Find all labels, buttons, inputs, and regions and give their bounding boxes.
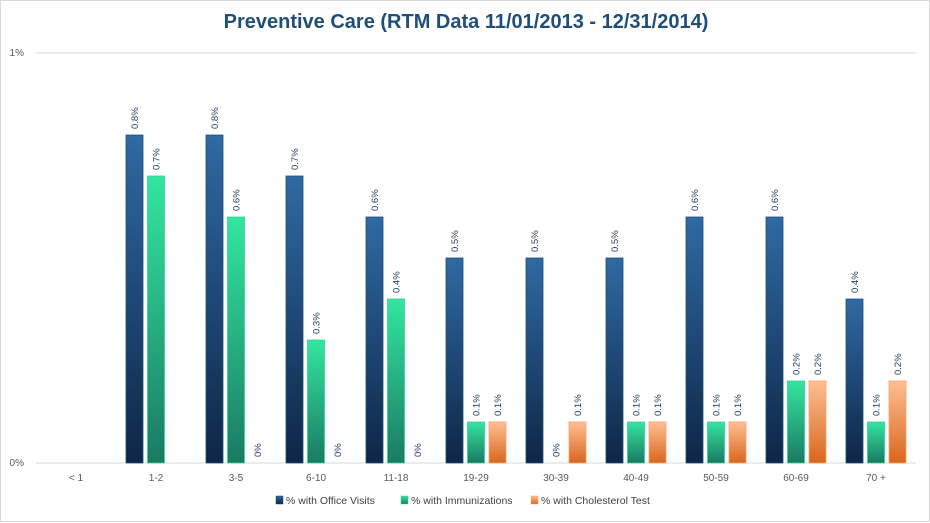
x-tick-label: 70 + [866, 473, 886, 484]
data-label: 0.8% [210, 107, 221, 129]
data-label: 0.1% [733, 394, 744, 416]
bar [285, 175, 304, 464]
bar [728, 421, 747, 464]
data-label: 0.1% [472, 394, 483, 416]
bar [888, 380, 907, 464]
legend-swatch [400, 495, 409, 505]
x-tick-label: 30-39 [543, 473, 569, 484]
data-label: 0.2% [893, 353, 904, 375]
data-label: 0% [333, 443, 344, 457]
data-label: 0.6% [690, 189, 701, 211]
data-label: 0.8% [130, 107, 141, 129]
chart-title: Preventive Care (RTM Data 11/01/2013 - 1… [223, 11, 709, 33]
bar [867, 421, 885, 464]
data-label: 0.5% [450, 230, 461, 252]
bar [787, 380, 805, 464]
x-tick-label: 3-5 [229, 473, 244, 484]
data-label: 0.4% [850, 271, 861, 293]
bar [707, 421, 725, 464]
data-label: 0.6% [770, 189, 781, 211]
x-tick-label: 60-69 [783, 473, 809, 484]
bar [467, 421, 485, 464]
data-label: 0.1% [872, 394, 883, 416]
bar [365, 216, 384, 464]
x-tick-label: 6-10 [306, 473, 326, 484]
data-label: 0.5% [530, 230, 541, 252]
x-tick-label: 19-29 [463, 473, 489, 484]
data-label: 0.5% [610, 230, 621, 252]
bar [525, 257, 544, 464]
data-label: 0.3% [312, 312, 323, 334]
bar [227, 216, 245, 464]
bar [648, 421, 667, 464]
legend-label: % with Immunizations [411, 495, 513, 507]
data-label: 0% [552, 443, 563, 457]
bar [808, 380, 827, 464]
bar [307, 339, 325, 464]
x-tick-label: 50-59 [703, 473, 729, 484]
x-tick-label: < 1 [69, 473, 84, 484]
bar [765, 216, 784, 464]
y-tick-label: 1% [10, 48, 25, 59]
data-label: 0.7% [152, 148, 163, 170]
data-label: 0.1% [493, 394, 504, 416]
y-tick-label: 0% [10, 458, 25, 469]
bar [488, 421, 507, 464]
bar [445, 257, 464, 464]
x-tick-label: 1-2 [149, 473, 164, 484]
legend-label: % with Office Visits [286, 495, 375, 507]
bar [205, 134, 224, 464]
bar [387, 298, 405, 464]
legend-label: % with Cholesterol Test [541, 495, 650, 507]
data-label: 0.1% [573, 394, 584, 416]
data-label: 0.2% [813, 353, 824, 375]
data-label: 0.7% [290, 148, 301, 170]
bar [627, 421, 645, 464]
data-label: 0.6% [370, 189, 381, 211]
data-label: 0% [253, 443, 264, 457]
bar [568, 421, 587, 464]
bar [125, 134, 144, 464]
bar [147, 175, 165, 464]
data-label: 0.4% [392, 271, 403, 293]
x-tick-label: 11-18 [384, 473, 409, 484]
x-tick-label: 40-49 [623, 473, 649, 484]
bar [605, 257, 624, 464]
data-label: 0.1% [653, 394, 664, 416]
data-label: 0.1% [712, 394, 723, 416]
bar [685, 216, 704, 464]
data-label: 0.2% [792, 353, 803, 375]
legend-swatch [530, 495, 539, 505]
data-label: 0% [413, 443, 424, 457]
data-label: 0.1% [632, 394, 643, 416]
legend-swatch [275, 495, 284, 505]
data-label: 0.6% [232, 189, 243, 211]
bar [845, 298, 864, 464]
